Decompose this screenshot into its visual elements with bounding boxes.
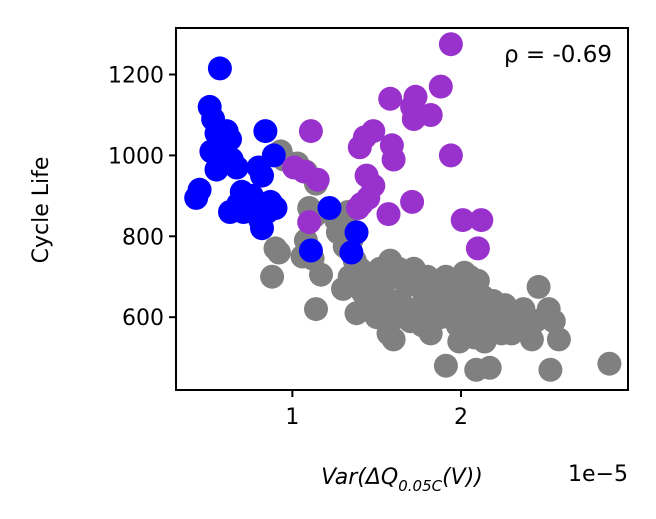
y-tick-label: 1200 [108, 64, 164, 89]
data-point [401, 107, 426, 131]
x-tick-label: 2 [454, 405, 468, 430]
data-point [346, 196, 371, 220]
data-point [597, 351, 622, 376]
correlation-annotation: ρ = -0.69 [504, 42, 612, 68]
data-point [250, 163, 274, 188]
data-point [384, 305, 409, 330]
data-point [400, 189, 425, 214]
data-point [450, 208, 475, 233]
data-point [519, 327, 544, 352]
data-points [184, 32, 622, 382]
x-axis-label-subscript: 0.05C [398, 477, 442, 495]
x-axis-offset-label: 1e−5 [568, 462, 628, 487]
data-point [297, 210, 322, 235]
data-point [541, 309, 566, 334]
data-point [526, 274, 551, 299]
data-point [317, 196, 342, 220]
data-point [224, 155, 249, 180]
data-point [428, 74, 453, 99]
data-point [309, 262, 333, 287]
y-axis-label: Cycle Life [29, 157, 54, 264]
data-point [260, 264, 285, 289]
data-point [250, 216, 274, 241]
data-point [376, 202, 401, 227]
data-point [253, 119, 278, 144]
x-axis-label-tail: (V)) [442, 465, 483, 490]
data-point [438, 32, 463, 57]
y-tick-label: 600 [122, 306, 164, 331]
data-point [378, 86, 403, 111]
data-point [447, 329, 472, 354]
data-point [304, 297, 328, 322]
plot-frame [175, 27, 629, 391]
data-point [472, 329, 497, 354]
data-point [538, 357, 563, 382]
data-point [438, 143, 463, 168]
data-point [523, 309, 548, 334]
data-point [381, 147, 406, 172]
data-point [339, 240, 364, 265]
data-point [207, 56, 232, 81]
data-point [305, 167, 330, 192]
data-point [381, 327, 406, 352]
x-axis-label: Var(ΔQ0.05C(V)) [321, 465, 483, 495]
data-point [465, 236, 490, 261]
x-axis-label-main: Var(ΔQ [321, 465, 398, 490]
data-point [546, 327, 571, 352]
data-point [239, 183, 264, 208]
y-tick-label: 800 [122, 225, 164, 250]
data-point [266, 240, 291, 265]
data-point [204, 157, 229, 182]
data-point [261, 143, 286, 168]
data-point [442, 285, 467, 309]
data-point [364, 305, 389, 330]
data-point [433, 353, 458, 378]
data-point [298, 119, 323, 144]
data-point [418, 321, 443, 346]
data-point [344, 301, 369, 326]
data-point [184, 185, 209, 210]
y-tick-label: 1000 [108, 144, 164, 169]
axis-ticks: 600 800 1000 1200 1 2 [108, 64, 468, 430]
data-point [347, 135, 372, 160]
data-point [298, 238, 323, 263]
data-point [477, 355, 502, 380]
data-point [344, 220, 369, 245]
data-point [469, 208, 494, 233]
x-tick-label: 1 [285, 405, 299, 430]
